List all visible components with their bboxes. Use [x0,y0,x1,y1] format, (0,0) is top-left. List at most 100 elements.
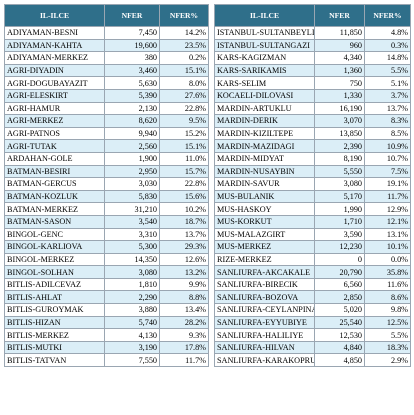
table-row: MARDIN-NUSAYBIN 5,550 7.5% [214,164,411,179]
table-row: BITLIS-MUTKI 3,190 17.8% [4,340,209,355]
nfer-cell: 2,850 [314,290,365,305]
table-row: BITLIS-TATVAN 7,550 11.7% [4,353,209,368]
nfer-cell: 5,020 [314,303,365,317]
table-row: AGRI-DOGUBAYAZIT 5,630 8.0% [4,76,209,90]
district-cell: BINGOL-MERKEZ [4,252,105,267]
nfer-cell: 5,630 [104,76,160,90]
nfer-cell: 3,080 [104,265,160,279]
nfer-cell: 3,310 [104,227,160,242]
nfer-cell: 14,350 [104,252,160,267]
nfer-percent-cell: 11.7% [159,353,209,368]
nfer-percent-cell: 13.7% [364,101,411,116]
table-row: BATMAN-SASON 3,540 18.7% [4,214,209,229]
district-cell: SANLIURFA-HALILIYE [214,328,315,342]
table-row: BATMAN-KOZLUK 5,830 15.6% [4,189,209,204]
table-row: MUS-HASKOY 1,990 12.9% [214,202,411,216]
nfer-cell: 2,390 [314,139,365,153]
table-row: AGRI-HAMUR 2,130 22.8% [4,101,209,116]
nfer-percent-cell: 17.8% [159,340,209,355]
nfer-percent-cell: 11.0% [159,151,209,166]
nfer-percent-cell: 15.1% [159,63,209,78]
nfer-cell: 7,550 [104,353,160,368]
nfer-cell: 2,560 [104,139,160,153]
nfer-percent-cell: 11.6% [364,277,411,292]
district-cell: ADIYAMAN-KAHTA [4,38,105,53]
nfer-percent-cell: 14.2% [159,26,209,40]
nfer-cell: 3,590 [314,227,365,242]
left-data-table: IL-ILCE NFER NFER% ADIYAMAN-BESNI 7,450 14… [4,4,209,368]
header-nfer: NFER [104,4,160,27]
district-cell: BITLIS-HIZAN [4,315,105,330]
district-cell: AGRI-DIYADIN [4,63,105,78]
table-row: SANLIURFA-KARAKOPRU 4,850 2.9% [214,353,411,368]
nfer-cell: 7,450 [104,26,160,40]
district-cell: BATMAN-MERKEZ [4,202,105,216]
nfer-percent-cell: 13.2% [159,265,209,279]
nfer-cell: 9,940 [104,126,160,141]
nfer-cell: 2,950 [104,164,160,179]
nfer-cell: 19,600 [104,38,160,53]
table-row: MARDIN-MAZIDAGI 2,390 10.9% [214,139,411,153]
table-row: BITLIS-HIZAN 5,740 28.2% [4,315,209,330]
nfer-percent-cell: 10.7% [364,151,411,166]
nfer-percent-cell: 15.7% [159,164,209,179]
nfer-percent-cell: 13.7% [159,227,209,242]
header-nfer-percent: NFER% [364,4,411,27]
nfer-percent-cell: 9.5% [159,114,209,128]
table-row: MUS-MERKEZ 12,230 10.1% [214,240,411,254]
nfer-percent-cell: 9.9% [159,277,209,292]
nfer-cell: 1,710 [314,214,365,229]
nfer-cell: 5,300 [104,240,160,254]
nfer-cell: 8,620 [104,114,160,128]
nfer-cell: 3,540 [104,214,160,229]
nfer-percent-cell: 8.5% [364,126,411,141]
district-cell: MARDIN-SAVUR [214,177,315,191]
right-data-table: IL-ILCE NFER NFER% ISTANBUL-SULTANBEYLI 1… [214,4,411,368]
table-row: MARDIN-MIDYAT 8,190 10.7% [214,151,411,166]
nfer-percent-cell: 28.2% [159,315,209,330]
nfer-cell: 12,530 [314,328,365,342]
nfer-percent-cell: 8.0% [159,76,209,90]
table-row: MUS-BULANIK 5,170 11.7% [214,189,411,204]
table-row: AGRI-MERKEZ 8,620 9.5% [4,114,209,128]
table-row: ADIYAMAN-BESNI 7,450 14.2% [4,26,209,40]
nfer-cell: 5,170 [314,189,365,204]
nfer-cell: 5,390 [104,88,160,103]
nfer-percent-cell: 14.8% [364,51,411,65]
district-cell: ARDAHAN-GOLE [4,151,105,166]
nfer-percent-cell: 18.7% [159,214,209,229]
nfer-percent-cell: 8.8% [159,290,209,305]
district-cell: BITLIS-AHLAT [4,290,105,305]
nfer-percent-cell: 5.5% [364,328,411,342]
table-row: BITLIS-MERKEZ 4,130 9.3% [4,328,209,342]
nfer-percent-cell: 3.7% [364,88,411,103]
header-il-ilce: IL-ILCE [214,4,315,27]
district-cell: AGRI-MERKEZ [4,114,105,128]
district-cell: MARDIN-MIDYAT [214,151,315,166]
district-cell: AGRI-PATNOS [4,126,105,141]
nfer-percent-cell: 10.2% [159,202,209,216]
nfer-cell: 3,460 [104,63,160,78]
table-row: KARS-KAGIZMAN 4,340 14.8% [214,51,411,65]
nfer-percent-cell: 11.7% [364,189,411,204]
district-cell: SANLIURFA-BOZOVA [214,290,315,305]
nfer-percent-cell: 19.1% [364,177,411,191]
nfer-cell: 31,210 [104,202,160,216]
table-row: KARS-SELIM 750 5.1% [214,76,411,90]
district-cell: BATMAN-KOZLUK [4,189,105,204]
nfer-percent-cell: 22.8% [159,177,209,191]
district-cell: BITLIS-MERKEZ [4,328,105,342]
table-row: AGRI-DIYADIN 3,460 15.1% [4,63,209,78]
table-row: SANLIURFA-CEYLANPINAR 5,020 9.8% [214,303,411,317]
district-cell: BATMAN-SASON [4,214,105,229]
district-cell: MARDIN-MAZIDAGI [214,139,315,153]
nfer-cell: 1,900 [104,151,160,166]
district-cell: ISTANBUL-SULTANGAZI [214,38,315,53]
table-row: MUS-KORKUT 1,710 12.1% [214,214,411,229]
table-row: ISTANBUL-SULTANBEYLI 11,850 4.8% [214,26,411,40]
table-row: RIZE-MERKEZ 0 0.0% [214,252,411,267]
nfer-cell: 3,030 [104,177,160,191]
district-cell: KARS-SARIKAMIS [214,63,315,78]
nfer-percent-cell: 12.1% [364,214,411,229]
nfer-cell: 11,850 [314,26,365,40]
